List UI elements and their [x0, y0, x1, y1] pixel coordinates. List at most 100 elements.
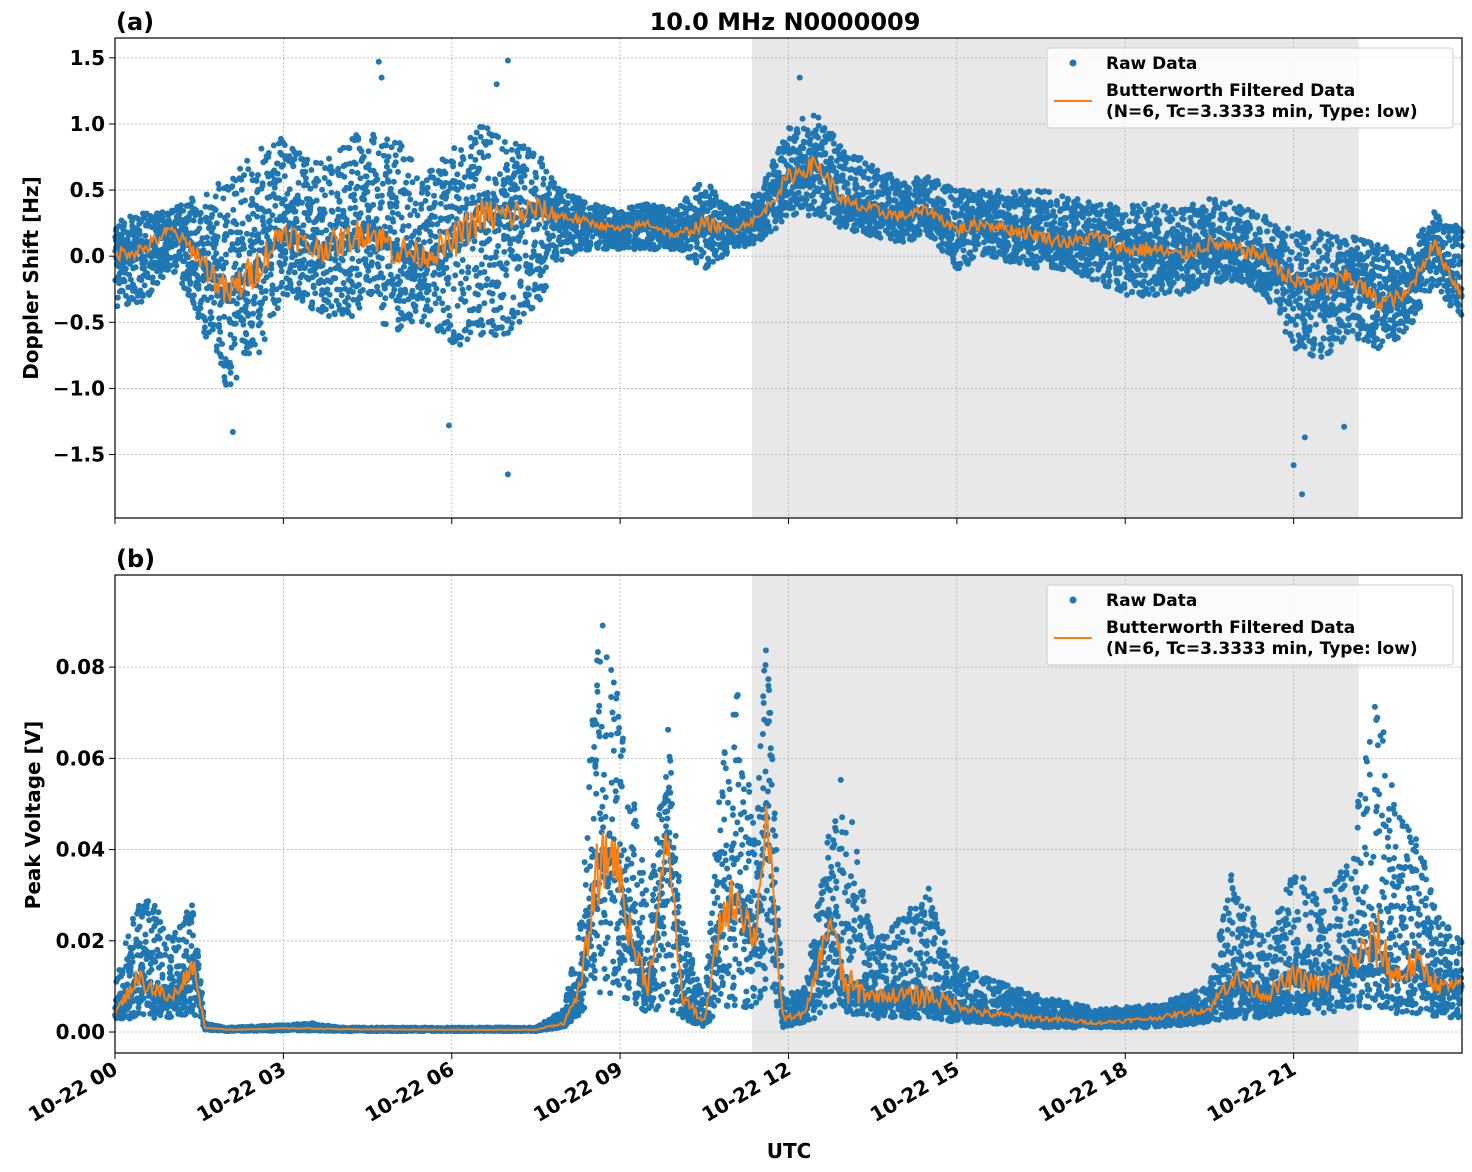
raw-data-point — [454, 302, 461, 309]
raw-data-point — [503, 272, 510, 279]
raw-data-point — [232, 320, 239, 327]
raw-data-point — [241, 172, 248, 179]
raw-data-point — [205, 250, 212, 257]
raw-data-point — [476, 165, 483, 172]
raw-data-point — [874, 167, 881, 174]
raw-data-point — [510, 294, 517, 301]
raw-data-point — [203, 333, 209, 340]
raw-data-point — [216, 321, 222, 328]
raw-data-point — [425, 321, 432, 328]
raw-data-point — [389, 209, 396, 216]
raw-data-point — [543, 264, 549, 271]
raw-data-point — [122, 265, 129, 272]
raw-data-point — [543, 283, 549, 290]
raw-data-point — [497, 304, 504, 311]
raw-data-point — [251, 341, 258, 348]
raw-data-point — [821, 125, 828, 132]
raw-data-point — [392, 152, 399, 159]
raw-data-point — [493, 197, 500, 204]
raw-data-point — [433, 285, 440, 292]
raw-data-point — [424, 190, 431, 197]
raw-data-point — [826, 197, 833, 204]
raw-data-point — [573, 223, 580, 230]
raw-data-point — [945, 215, 952, 221]
raw-data-point — [405, 172, 412, 179]
raw-data-point — [530, 150, 537, 157]
raw-data-point — [424, 297, 431, 304]
raw-data-point — [304, 291, 311, 298]
raw-data-point — [522, 239, 529, 246]
raw-data-point — [223, 259, 229, 266]
raw-data-point — [626, 232, 633, 239]
raw-data-point — [485, 152, 492, 159]
raw-data-point — [498, 324, 505, 331]
raw-data-point — [201, 329, 208, 336]
raw-data-point — [432, 233, 439, 240]
raw-data-point — [353, 265, 360, 272]
raw-data-point — [458, 268, 465, 275]
raw-data-point — [508, 325, 515, 332]
raw-data-point — [334, 190, 341, 197]
raw-data-point — [375, 263, 382, 270]
raw-data-point — [480, 329, 487, 336]
raw-data-point — [509, 247, 515, 254]
raw-data-point — [305, 217, 312, 224]
raw-data-point — [382, 295, 389, 302]
raw-data-point — [142, 258, 149, 265]
raw-data-point — [484, 276, 491, 282]
raw-data-point — [251, 226, 258, 233]
raw-data-point — [385, 153, 392, 160]
raw-data-point — [276, 177, 283, 184]
raw-data-point — [793, 134, 800, 141]
raw-data-point — [239, 235, 246, 242]
raw-data-point — [228, 363, 235, 370]
raw-data-point — [347, 271, 354, 278]
raw-data-point — [380, 301, 387, 308]
raw-data-point — [475, 291, 481, 298]
raw-data-point — [735, 242, 742, 249]
raw-data-point — [154, 280, 161, 286]
raw-data-point — [219, 341, 226, 347]
raw-data-point — [694, 239, 700, 246]
raw-data-point — [227, 381, 234, 388]
raw-data-point — [210, 224, 216, 231]
raw-data-point — [439, 300, 446, 307]
raw-data-point — [121, 220, 128, 227]
raw-data-point — [495, 134, 502, 140]
raw-data-point — [185, 254, 192, 261]
raw-data-point — [319, 186, 326, 193]
raw-data-point — [478, 247, 485, 254]
raw-data-point — [259, 180, 266, 187]
raw-data-point — [877, 234, 884, 241]
raw-data-point — [546, 190, 553, 197]
raw-data-point — [362, 256, 369, 263]
raw-data-point — [378, 199, 385, 206]
raw-data-point — [504, 167, 511, 173]
raw-data-point — [426, 238, 433, 245]
raw-data-point — [391, 229, 398, 236]
raw-data-point — [520, 310, 527, 317]
raw-data-point — [178, 202, 184, 209]
raw-data-point — [457, 280, 464, 287]
raw-data-point — [356, 304, 363, 311]
raw-data-point — [508, 146, 515, 153]
raw-data-point — [476, 303, 483, 310]
raw-data-point — [404, 204, 411, 211]
raw-data-point — [338, 292, 345, 299]
raw-data-point — [828, 155, 835, 162]
raw-data-point — [452, 272, 459, 279]
raw-data-point — [238, 186, 245, 193]
raw-data-point — [309, 299, 316, 306]
raw-data-point — [550, 233, 556, 240]
raw-data-point — [793, 210, 800, 217]
raw-data-point — [208, 314, 215, 321]
raw-data-point — [196, 225, 203, 232]
raw-data-point — [365, 148, 372, 155]
raw-data-point — [421, 313, 428, 320]
raw-data-point — [412, 200, 419, 207]
raw-data-point — [830, 132, 837, 139]
raw-data-point — [687, 243, 694, 250]
panel-a-doppler: (a) Doppler Shift [Hz] 1.51.00.50.0−0.5−… — [19, 8, 1465, 524]
raw-data-point — [284, 291, 291, 298]
